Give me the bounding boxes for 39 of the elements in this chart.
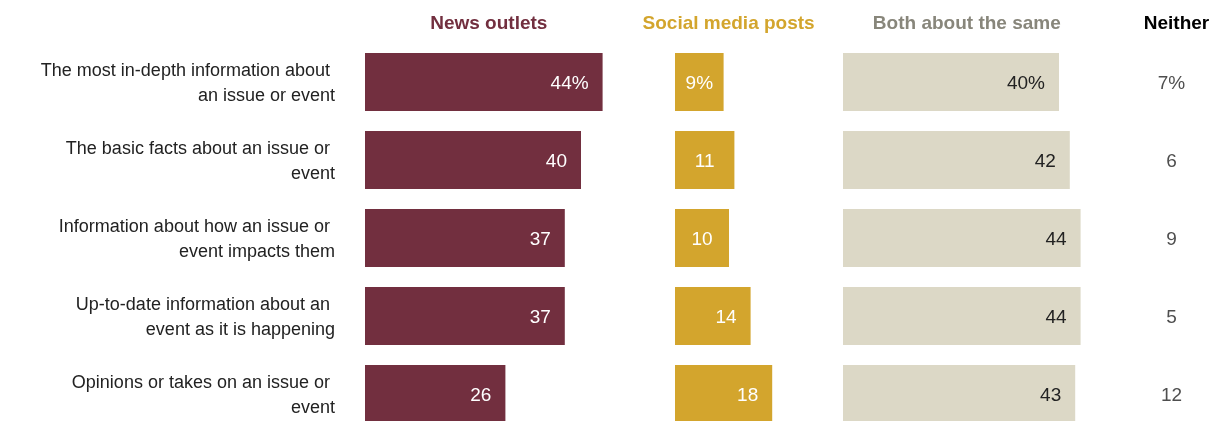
data-label: 26 <box>470 383 492 405</box>
y-tick-label: Information about how an issue or event impacts them <box>58 215 335 261</box>
y-tick-label: Up-to-date information about an event as it is happening <box>75 293 335 339</box>
data-label: 40% <box>1006 71 1046 93</box>
data-label: 10 <box>691 227 713 249</box>
y-tick-label: The basic facts about an issue or event <box>65 137 335 183</box>
bar <box>675 53 724 111</box>
data-label: 44 <box>1045 305 1068 327</box>
data-label: 40 <box>545 149 567 171</box>
data-label: 42 <box>1034 149 1056 171</box>
data-label: 9 <box>1166 227 1177 249</box>
bar <box>365 365 506 421</box>
data-label: 5 <box>1166 305 1177 327</box>
chart-title: News outlets <box>430 12 548 33</box>
data-label: 6 <box>1166 149 1177 171</box>
data-label: 43 <box>1040 383 1062 405</box>
data-label: 11 <box>694 149 715 171</box>
bar <box>675 365 773 421</box>
text: Neither <box>1143 12 1210 33</box>
chart-title: Both about the same <box>872 12 1061 33</box>
bar <box>365 209 565 267</box>
bar <box>365 131 581 189</box>
bar <box>675 209 729 267</box>
bar <box>675 131 735 189</box>
y-tick-label: The most in-depth information about an issue or event <box>40 59 335 105</box>
bar <box>365 53 603 111</box>
bar <box>675 287 751 345</box>
data-label: 9% <box>685 71 714 93</box>
data-label: 37 <box>529 227 551 249</box>
data-label: 12 <box>1160 383 1183 405</box>
chart-title: Social media posts <box>642 12 815 33</box>
data-label: 18 <box>737 383 759 405</box>
data-label: 37 <box>529 305 551 327</box>
data-label: 14 <box>715 305 738 327</box>
y-tick-label: Opinions or takes on an issue or event <box>71 371 335 417</box>
data-label: 44% <box>550 71 589 93</box>
bar <box>365 287 565 345</box>
data-label: 7% <box>1157 71 1186 93</box>
data-label: 44 <box>1045 227 1068 249</box>
